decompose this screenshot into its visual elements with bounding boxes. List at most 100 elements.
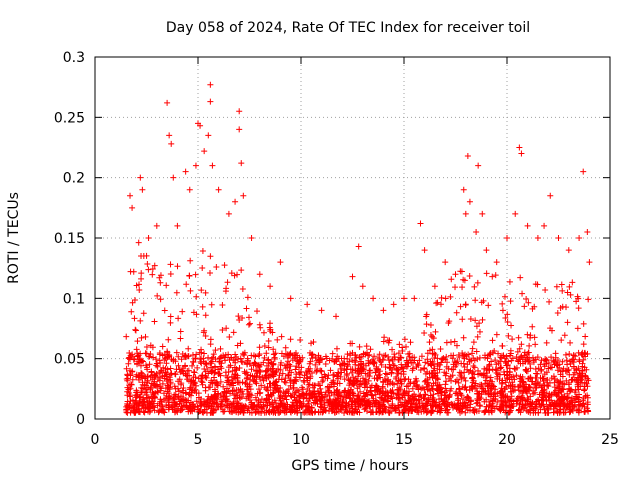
data-point <box>149 376 156 383</box>
data-point <box>214 382 221 389</box>
data-point <box>512 210 519 217</box>
data-point <box>504 393 511 400</box>
data-point <box>489 337 496 344</box>
data-point <box>515 358 522 365</box>
data-point <box>132 326 139 333</box>
data-point <box>419 384 426 391</box>
data-point <box>247 372 254 379</box>
data-point <box>223 402 230 409</box>
data-point <box>232 198 239 205</box>
data-point <box>501 293 508 300</box>
data-point <box>514 348 521 355</box>
data-point <box>248 409 255 416</box>
data-point <box>207 81 214 88</box>
data-point <box>146 353 153 360</box>
data-point <box>144 402 151 409</box>
data-point <box>395 377 402 384</box>
data-point <box>200 329 207 336</box>
data-point <box>219 398 226 405</box>
data-point <box>349 403 356 410</box>
data-point <box>245 405 252 412</box>
data-point <box>270 389 277 396</box>
data-point <box>265 344 272 351</box>
data-point <box>250 403 257 410</box>
data-point <box>300 386 307 393</box>
data-point <box>407 339 414 346</box>
data-point <box>267 320 274 327</box>
data-point <box>216 358 223 365</box>
data-point <box>546 298 553 305</box>
data-point <box>308 352 315 359</box>
data-point <box>437 301 444 308</box>
data-point <box>582 333 589 340</box>
data-point <box>423 321 430 328</box>
data-point <box>426 339 433 346</box>
data-point <box>417 392 424 399</box>
data-point <box>459 316 466 323</box>
data-point <box>266 409 273 416</box>
x-tick-label: 15 <box>395 432 413 448</box>
data-point <box>427 331 434 338</box>
data-point <box>551 379 558 386</box>
data-point <box>257 361 264 368</box>
data-point <box>175 353 182 360</box>
data-point <box>385 392 392 399</box>
data-point <box>229 367 236 374</box>
data-point <box>438 356 445 363</box>
data-point <box>565 247 572 254</box>
data-point <box>452 284 459 291</box>
data-point <box>577 377 584 384</box>
data-point <box>236 126 243 133</box>
data-point <box>557 305 564 312</box>
x-tick-label: 10 <box>292 432 310 448</box>
data-point <box>346 409 353 416</box>
data-point <box>136 393 143 400</box>
data-point <box>500 392 507 399</box>
data-point <box>209 354 216 361</box>
data-point <box>297 368 304 375</box>
data-point <box>442 392 449 399</box>
data-point <box>390 301 397 308</box>
data-point <box>382 364 389 371</box>
data-point <box>427 392 434 399</box>
data-point <box>534 235 541 241</box>
data-point <box>267 366 274 373</box>
data-point <box>240 192 247 199</box>
data-point <box>170 396 177 403</box>
data-point <box>274 336 281 343</box>
data-point <box>498 406 505 413</box>
data-point <box>481 398 488 405</box>
data-point <box>202 289 209 296</box>
y-axis-title: ROTI / TECUs <box>6 192 22 284</box>
data-point <box>543 356 550 363</box>
data-point <box>495 350 502 357</box>
data-point <box>378 387 385 394</box>
data-point <box>569 357 576 364</box>
data-point <box>134 352 141 359</box>
data-point <box>177 381 184 388</box>
data-point <box>186 391 193 398</box>
data-point <box>283 361 290 368</box>
data-point <box>313 393 320 400</box>
data-point <box>227 381 234 388</box>
data-point <box>576 358 583 365</box>
data-point <box>322 407 329 414</box>
data-point <box>492 366 499 373</box>
data-point <box>292 366 299 373</box>
data-point <box>474 333 481 340</box>
data-point <box>284 388 291 395</box>
data-point <box>174 394 181 401</box>
data-point <box>306 381 313 388</box>
data-point <box>167 313 174 320</box>
data-point <box>567 408 574 415</box>
data-point <box>528 378 535 385</box>
data-point <box>507 347 514 354</box>
data-point <box>337 397 344 404</box>
data-point <box>288 393 295 400</box>
data-point <box>470 377 477 384</box>
data-point <box>380 338 387 345</box>
data-point <box>489 273 496 280</box>
data-point <box>555 382 562 389</box>
data-point <box>464 361 471 368</box>
data-point <box>505 358 512 365</box>
